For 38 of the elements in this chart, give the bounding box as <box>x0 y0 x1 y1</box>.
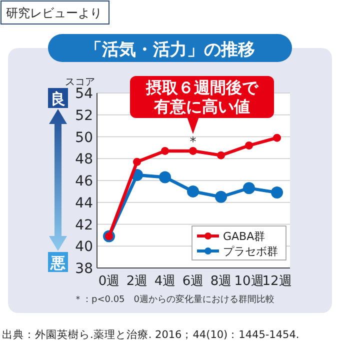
x-tick-label: 4週 <box>154 274 176 289</box>
point <box>133 158 141 166</box>
y-tick-label: 46 <box>75 174 94 190</box>
text: ＊：p<0.05 0週からの変化量における群間比較 <box>73 294 275 305</box>
text: 研究レビューより <box>6 6 102 20</box>
point <box>273 134 281 142</box>
x-tick-label: 8週 <box>210 274 232 289</box>
point <box>161 146 169 155</box>
legend-label: プラセボ群 <box>223 245 278 258</box>
x-tick-label: 10週 <box>234 274 264 289</box>
chart-title: 「活気・活力」の推移 <box>85 40 255 60</box>
source-note: 出典：外園英樹ら.薬理と治療. 2016；44(10)：1445-1454. <box>2 328 300 341</box>
point <box>217 151 225 160</box>
y-tick-label: 52 <box>75 108 93 124</box>
y-tick-label: 44 <box>75 195 94 212</box>
point <box>245 142 253 150</box>
legend-label: GABA群 <box>223 230 266 243</box>
annotation: * <box>190 134 197 150</box>
x-tick-label: 2週 <box>126 274 148 289</box>
y-tick-label: 50 <box>75 130 93 146</box>
x-tick-label: 6週 <box>182 274 204 289</box>
point <box>215 190 227 203</box>
point <box>187 185 199 198</box>
y-axis-title: スコア <box>65 77 95 88</box>
y-tick-label: 42 <box>75 217 93 234</box>
x-tick-label: 0週 <box>98 274 120 289</box>
y-tick-label: 54 <box>75 86 94 102</box>
y-tick-label: 48 <box>75 152 93 168</box>
x-tick-label: 12週 <box>262 274 292 289</box>
text: 良 <box>50 90 66 108</box>
y-tick-label: 40 <box>75 239 93 256</box>
point <box>189 146 197 155</box>
point <box>159 171 171 184</box>
point <box>271 186 283 199</box>
annotation: 摂取６週間後で有意に高い値 <box>130 78 274 116</box>
y-tick-label: 38 <box>75 261 93 277</box>
text: 悪 <box>50 254 66 272</box>
point <box>243 182 255 194</box>
